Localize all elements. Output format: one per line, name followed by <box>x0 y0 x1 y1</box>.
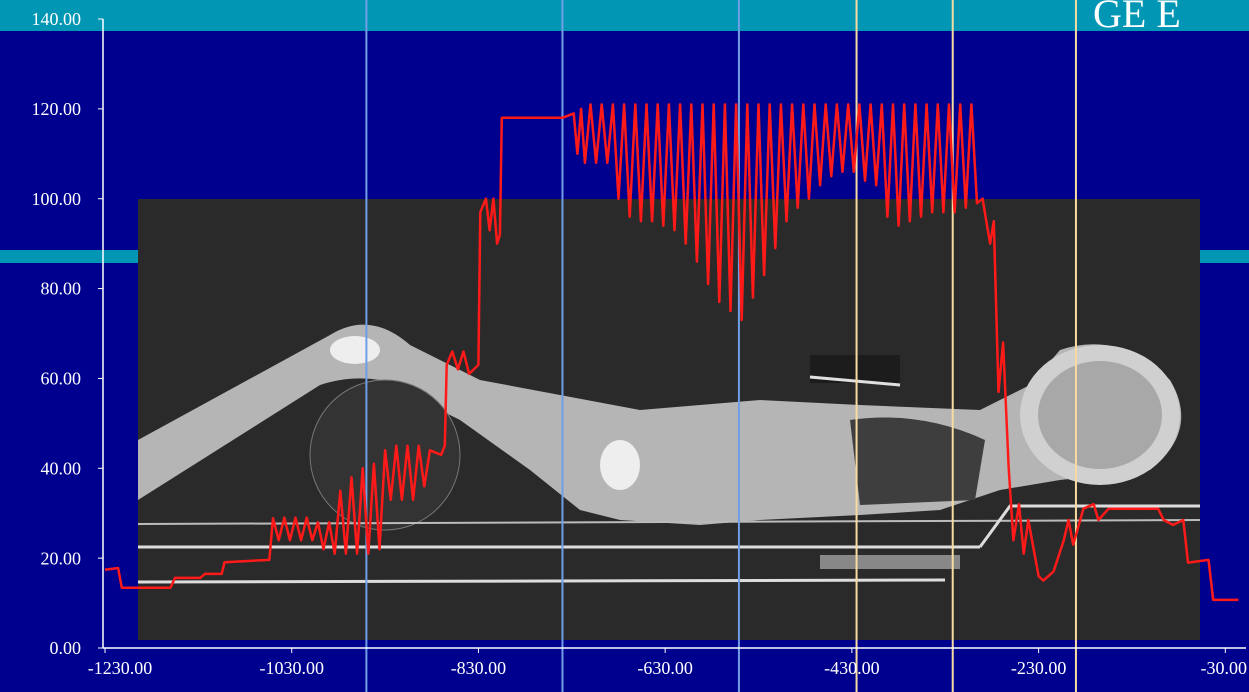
top-band <box>0 0 1249 31</box>
data-line <box>104 103 1239 602</box>
y-tick-label: 0.00 <box>50 638 82 658</box>
x-tick-label: -830.00 <box>451 658 507 678</box>
table-line <box>137 578 946 584</box>
x-tick-label: -430.00 <box>824 658 880 678</box>
y-tick-label: 140.00 <box>32 9 82 29</box>
y-tick-label: 40.00 <box>41 458 82 478</box>
y-tick-label: 120.00 <box>32 99 82 119</box>
skull-inner <box>1038 361 1162 469</box>
y-tick-label: 80.00 <box>41 279 82 299</box>
chart-title: GE E <box>1093 0 1181 36</box>
x-tick-label: -1030.00 <box>259 658 324 678</box>
plot: 0.00 20.00 40.00 60.00 80.00 100.00 120.00 140.… <box>32 0 1248 692</box>
x-tick-label: -1230.00 <box>88 658 153 678</box>
table-line <box>137 519 1201 525</box>
x-tick-label: -230.00 <box>1011 658 1067 678</box>
knee-bone <box>330 336 380 364</box>
x-tick-label: -30.00 <box>1201 658 1248 678</box>
probe-line <box>809 375 901 387</box>
pelvis-bone <box>600 440 640 490</box>
y-tick-label: 20.00 <box>41 548 82 568</box>
y-tick-label: 100.00 <box>32 189 82 209</box>
ct-scan <box>137 199 1201 640</box>
x-tick-label: -630.00 <box>637 658 693 678</box>
lung <box>850 417 985 505</box>
y-tick-label: 60.00 <box>41 369 82 389</box>
table-block <box>820 555 960 569</box>
